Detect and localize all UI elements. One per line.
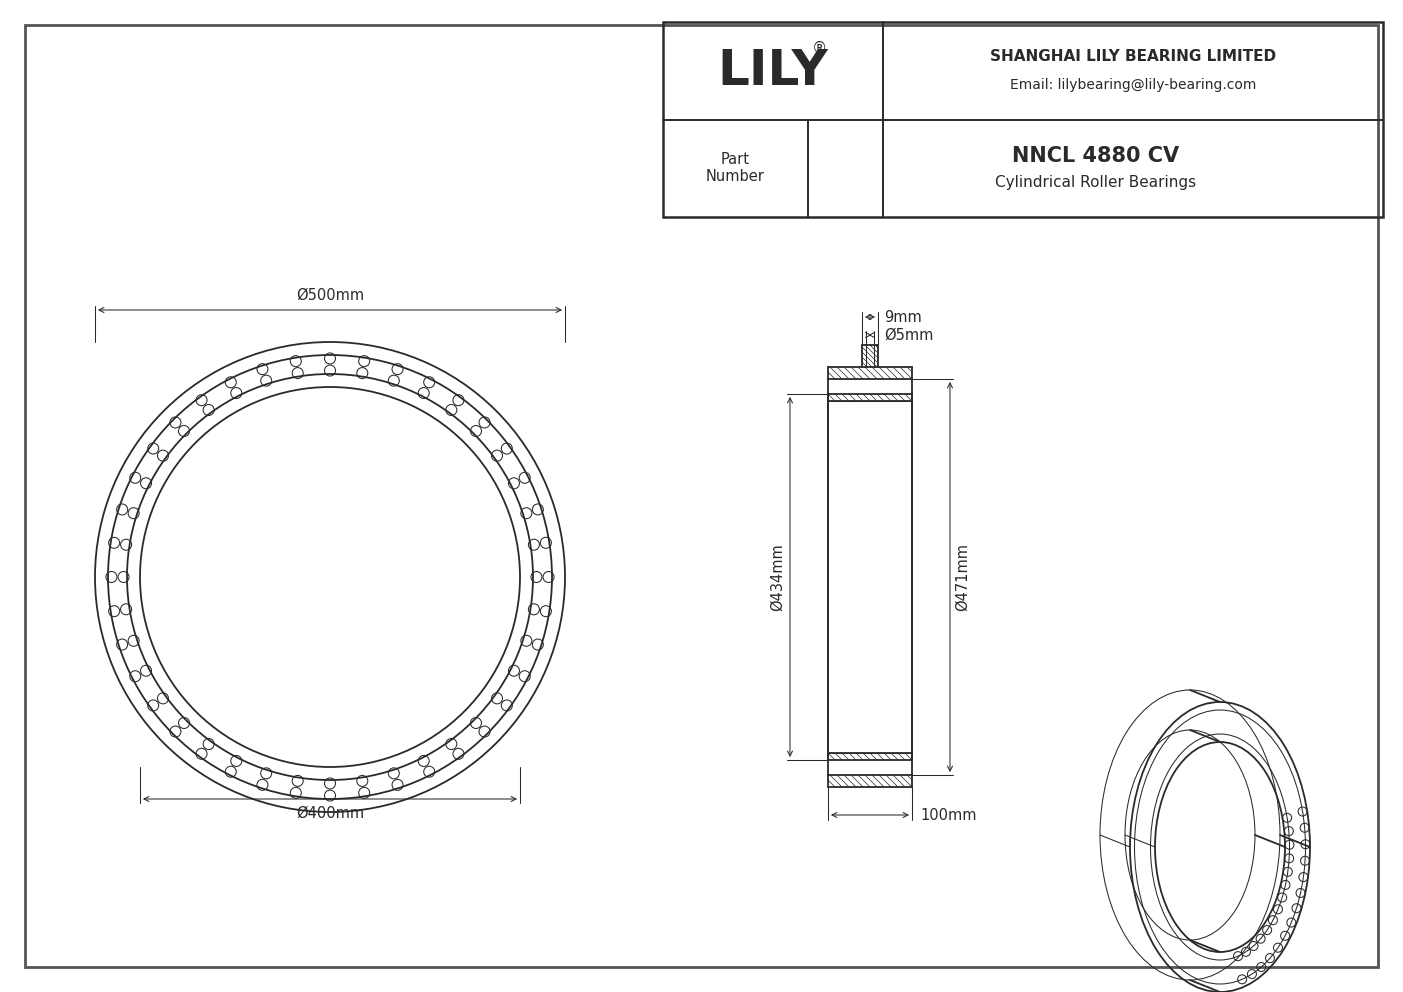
Text: SHANGHAI LILY BEARING LIMITED: SHANGHAI LILY BEARING LIMITED <box>991 50 1277 64</box>
Text: Ø434mm: Ø434mm <box>770 544 786 611</box>
Text: Email: lilybearing@lily-bearing.com: Email: lilybearing@lily-bearing.com <box>1010 77 1256 91</box>
Text: NNCL 4880 CV: NNCL 4880 CV <box>1012 146 1179 167</box>
Text: Ø5mm: Ø5mm <box>884 327 933 342</box>
Text: Ø500mm: Ø500mm <box>296 288 363 303</box>
Text: Part
Number: Part Number <box>706 152 765 185</box>
Text: ®: ® <box>811 42 826 57</box>
Text: 100mm: 100mm <box>920 807 976 822</box>
Text: Ø471mm: Ø471mm <box>955 543 969 611</box>
Text: 9mm: 9mm <box>884 310 922 324</box>
Text: Cylindrical Roller Bearings: Cylindrical Roller Bearings <box>995 175 1197 189</box>
Text: LILY: LILY <box>717 47 828 95</box>
Text: Ø400mm: Ø400mm <box>296 806 363 821</box>
